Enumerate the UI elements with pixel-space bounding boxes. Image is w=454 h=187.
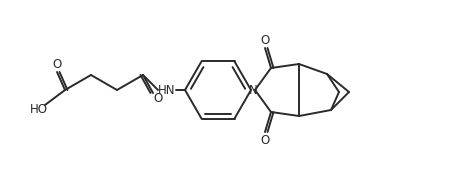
Text: HO: HO: [30, 102, 48, 116]
Text: N: N: [249, 84, 257, 96]
Text: HN: HN: [158, 84, 176, 96]
Text: O: O: [261, 134, 270, 146]
Text: O: O: [261, 33, 270, 47]
Text: O: O: [52, 57, 62, 70]
Text: O: O: [153, 91, 163, 105]
